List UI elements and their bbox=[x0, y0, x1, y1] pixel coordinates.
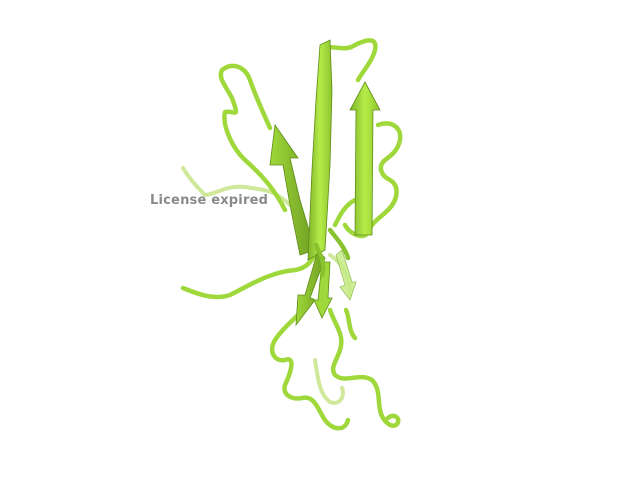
beta-strand-arrow bbox=[335, 249, 357, 301]
beta-strand-arrow bbox=[313, 261, 333, 319]
coil-accents bbox=[313, 227, 351, 278]
beta-strand-arrow bbox=[349, 81, 381, 236]
beta-strand-arrow bbox=[307, 39, 333, 261]
coil-loops bbox=[180, 38, 403, 431]
beta-sheet bbox=[269, 39, 381, 327]
beta-strand-arrow bbox=[269, 123, 316, 256]
license-watermark: License expired bbox=[150, 193, 269, 208]
